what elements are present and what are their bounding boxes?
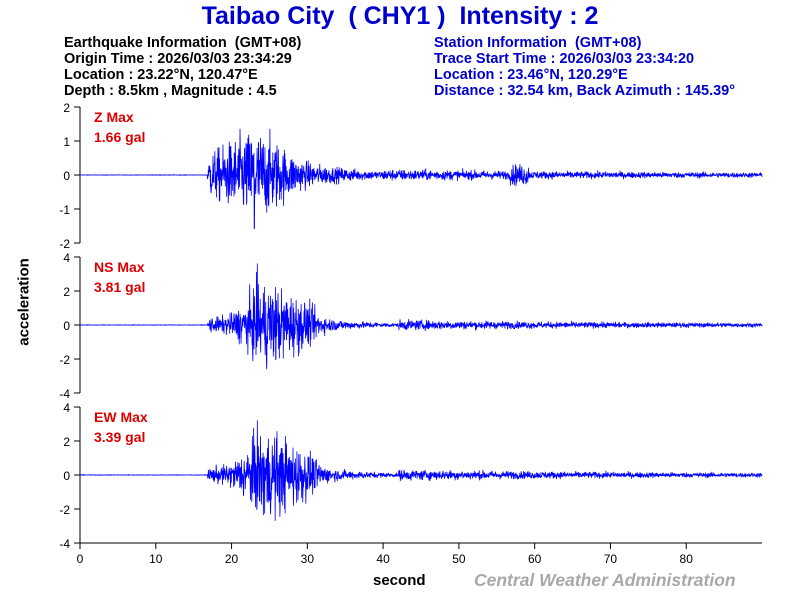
station-info: Station Information (GMT+08) Trace Start… [434, 35, 735, 99]
waveform-ns [79, 263, 763, 370]
trace-start-time: Trace Start Time : 2026/03/03 23:34:20 [434, 51, 695, 67]
station-info-heading: Station Information (GMT+08) [434, 35, 642, 51]
y-axis-label: acceleration [15, 258, 33, 346]
component-label-ew: EW Max [94, 409, 148, 425]
x-tick-label: 10 [149, 552, 163, 566]
page-title: Taibao City ( CHY1 ) Intensity : 2 [201, 2, 599, 30]
earthquake-info-heading: Earthquake Information (GMT+08) [64, 35, 302, 51]
x-tick-label: 70 [604, 552, 618, 566]
agency-credit: Central Weather Administration [474, 570, 736, 590]
y-tick-label-ew: 0 [63, 469, 70, 483]
x-tick-label: 20 [225, 552, 239, 566]
x-tick-label: 40 [376, 552, 390, 566]
max-value-ns: 3.81 gal [94, 279, 145, 295]
y-tick-label-ns: 4 [63, 251, 70, 265]
station-location: Location : 23.46°N, 120.29°E [434, 67, 628, 83]
y-tick-label-ns: 0 [63, 319, 70, 333]
y-tick-label-z: 1 [63, 135, 70, 149]
x-tick-label: 30 [301, 552, 315, 566]
earthquake-info: Earthquake Information (GMT+08) Origin T… [64, 35, 301, 99]
x-axis-label: second [373, 572, 426, 589]
y-tick-label-z: 2 [63, 101, 70, 115]
max-value-z: 1.66 gal [94, 129, 145, 145]
distance-azimuth: Distance : 32.54 km, Back Azimuth : 145.… [434, 83, 736, 99]
y-tick-label-ns: -4 [59, 387, 70, 401]
max-value-ew: 3.39 gal [94, 429, 145, 445]
y-tick-label-z: -2 [59, 237, 70, 251]
y-tick-label-z: -1 [59, 203, 70, 217]
x-tick-label: 80 [680, 552, 694, 566]
x-tick-label: 50 [452, 552, 466, 566]
y-tick-label-ns: -2 [59, 353, 70, 367]
y-tick-label-ew: 2 [63, 435, 70, 449]
origin-time: Origin Time : 2026/03/03 23:34:29 [64, 51, 292, 67]
epicenter-location: Location : 23.22°N, 120.47°E [64, 67, 258, 83]
y-tick-label-ew: -2 [59, 503, 70, 517]
y-tick-label-ew: 4 [63, 401, 70, 415]
y-tick-label-ns: 2 [63, 285, 70, 299]
waveform-ew [79, 420, 763, 521]
component-label-z: Z Max [94, 109, 134, 125]
component-label-ns: NS Max [94, 259, 145, 275]
x-tick-label: 0 [77, 552, 84, 566]
y-tick-label-ew: -4 [59, 537, 70, 551]
depth-magnitude: Depth : 8.5km , Magnitude : 4.5 [64, 83, 277, 99]
x-tick-label: 60 [528, 552, 542, 566]
waveform-z [79, 128, 763, 230]
y-tick-label-z: 0 [63, 169, 70, 183]
